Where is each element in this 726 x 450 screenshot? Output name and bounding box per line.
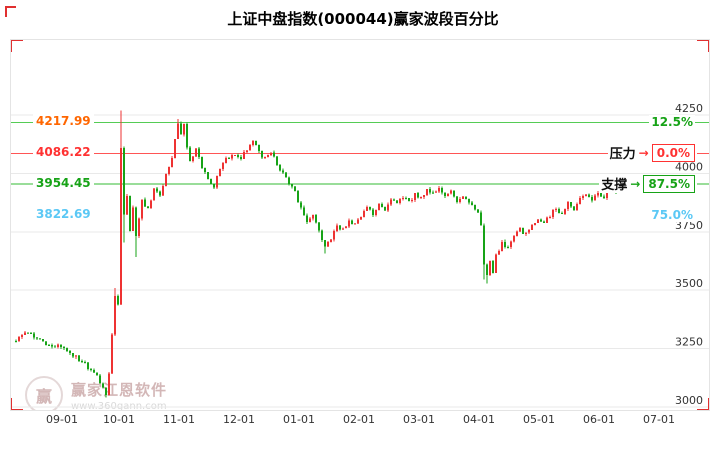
x-axis-tick-label: 06-01 [583, 413, 615, 426]
y-axis-tick-label: 3500 [675, 277, 703, 290]
arrow-right-icon: → [630, 176, 641, 191]
level-price-label-pressure: 4086.22 [33, 145, 94, 161]
watermark: 赢 赢家江恩软件 www.360gann.com [25, 376, 168, 411]
x-axis: 09-01 10-01 11-01 12-01 01-01 02-01 03-01 04-01… [0, 413, 726, 435]
percent-label-12-5: 12.5% [649, 115, 695, 130]
x-axis-tick-label: 09-01 [46, 413, 78, 426]
x-axis-tick-label: 04-01 [463, 413, 495, 426]
x-axis-tick-label: 01-01 [283, 413, 315, 426]
x-axis-tick-label: 12-01 [223, 413, 255, 426]
page-corner-mark [5, 6, 16, 17]
support-label: 支撑 [601, 178, 628, 194]
x-axis-tick-label: 05-01 [523, 413, 555, 426]
y-axis-tick-label: 4000 [675, 160, 703, 173]
y-axis-tick-label: 3250 [675, 336, 703, 349]
chart-corner-top-right [697, 40, 709, 52]
x-axis-tick-label: 03-01 [403, 413, 435, 426]
x-axis-tick-label: 10-01 [103, 413, 135, 426]
gridlines [11, 114, 709, 408]
x-axis-tick-label: 02-01 [343, 413, 375, 426]
pressure-indicator: 压力 → 0.0% [607, 143, 697, 163]
level-lines [11, 122, 709, 185]
candles [15, 110, 632, 398]
chart-corner-bottom-right [697, 398, 709, 410]
level-price-label-75: 3822.69 [33, 206, 94, 222]
percent-label-75: 75.0% [649, 207, 695, 222]
y-axis-tick-label: 3000 [675, 394, 703, 407]
level-price-label-12-5: 4217.99 [33, 114, 94, 130]
chart-area[interactable]: 赢 赢家江恩软件 www.360gann.com 4250 4000 3750 350… [10, 39, 710, 411]
chart-title: 上证中盘指数(000044)赢家波段百分比 [227, 10, 499, 28]
watermark-text: 赢家江恩软件 www.360gann.com [71, 379, 168, 411]
watermark-url: www.360gann.com [71, 400, 167, 411]
watermark-brand: 赢家江恩软件 [71, 380, 168, 399]
chart-corner-top-left [11, 40, 23, 52]
pressure-percent-badge: 0.0% [651, 143, 695, 162]
y-axis-tick-label: 4250 [675, 102, 703, 115]
brand-logo-char: 赢 [35, 387, 52, 406]
support-percent-badge: 87.5% [643, 174, 695, 193]
support-indicator: 支撑 → 87.5% [599, 174, 697, 194]
chart-corner-bottom-left [11, 398, 23, 410]
pressure-label: 压力 [609, 147, 636, 163]
y-axis-tick-label: 3750 [675, 219, 703, 232]
x-axis-tick-label: 07-01 [643, 413, 675, 426]
y-axis-labels: 4250 4000 3750 3500 3250 3000 [675, 102, 703, 407]
candlestick-canvas[interactable]: 4250 4000 3750 3500 3250 3000 [11, 40, 710, 411]
x-axis-tick-label: 11-01 [163, 413, 195, 426]
arrow-right-icon: → [638, 145, 649, 160]
level-price-label-support: 3954.45 [33, 176, 94, 192]
brand-logo-icon: 赢 [25, 376, 63, 410]
